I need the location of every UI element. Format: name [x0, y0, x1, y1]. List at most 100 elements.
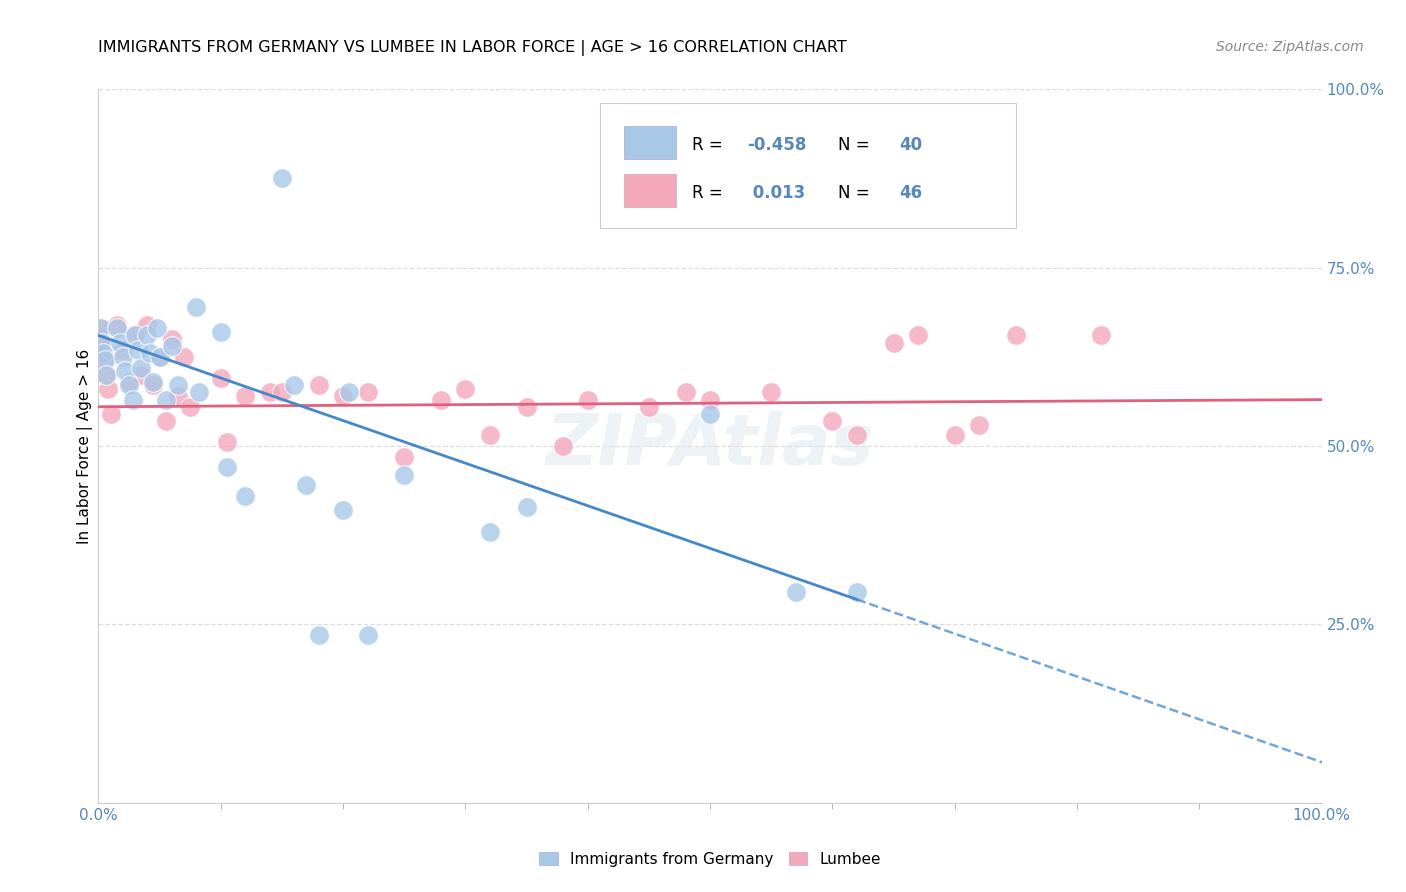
- Point: [100, 407, 122, 421]
- Text: -0.458: -0.458: [747, 136, 806, 153]
- Text: 46: 46: [900, 184, 922, 202]
- Point: [215, 435, 238, 450]
- Point: [1090, 328, 1112, 343]
- Point: [187, 385, 209, 400]
- Point: [967, 417, 990, 432]
- Point: [142, 378, 165, 392]
- Point: [118, 378, 141, 392]
- Point: [356, 385, 378, 400]
- Point: [356, 628, 378, 642]
- Text: N =: N =: [838, 184, 876, 202]
- Point: [907, 328, 929, 343]
- Point: [149, 350, 172, 364]
- Point: [209, 325, 232, 339]
- Point: [129, 368, 152, 382]
- Point: [553, 439, 575, 453]
- Point: [515, 400, 537, 414]
- Point: [337, 385, 360, 400]
- Text: R =: R =: [692, 184, 728, 202]
- Text: ZIPAtlas: ZIPAtlas: [546, 411, 875, 481]
- Text: 0.013: 0.013: [747, 184, 806, 202]
- Point: [173, 350, 195, 364]
- Point: [136, 328, 159, 343]
- Text: R =: R =: [692, 136, 728, 153]
- Point: [90, 321, 112, 335]
- Point: [89, 321, 111, 335]
- Point: [638, 400, 661, 414]
- FancyBboxPatch shape: [624, 174, 676, 207]
- Point: [259, 385, 281, 400]
- Legend: Immigrants from Germany, Lumbee: Immigrants from Germany, Lumbee: [540, 852, 880, 866]
- Point: [478, 428, 501, 442]
- Point: [111, 350, 134, 364]
- Point: [308, 378, 330, 392]
- Point: [478, 524, 501, 539]
- Point: [129, 360, 152, 375]
- Point: [392, 467, 416, 482]
- Point: [675, 385, 697, 400]
- Point: [515, 500, 537, 514]
- Point: [91, 335, 114, 350]
- Point: [186, 300, 208, 314]
- Point: [91, 335, 114, 350]
- Point: [136, 318, 159, 332]
- Point: [111, 343, 134, 357]
- Point: [785, 585, 807, 599]
- Point: [883, 335, 905, 350]
- Point: [332, 389, 354, 403]
- Point: [233, 489, 256, 503]
- Text: 40: 40: [900, 136, 922, 153]
- Point: [124, 328, 146, 343]
- Point: [270, 171, 294, 186]
- Point: [430, 392, 453, 407]
- Point: [124, 328, 146, 343]
- Point: [761, 385, 783, 400]
- Y-axis label: In Labor Force | Age > 16: In Labor Force | Age > 16: [77, 349, 93, 543]
- Point: [454, 382, 477, 396]
- Text: Source: ZipAtlas.com: Source: ZipAtlas.com: [1216, 40, 1364, 54]
- Point: [943, 428, 966, 442]
- Point: [91, 346, 114, 360]
- Point: [215, 460, 238, 475]
- Point: [209, 371, 232, 385]
- FancyBboxPatch shape: [600, 103, 1015, 228]
- Point: [146, 321, 169, 335]
- Point: [127, 343, 149, 357]
- Point: [105, 321, 128, 335]
- Text: IMMIGRANTS FROM GERMANY VS LUMBEE IN LABOR FORCE | AGE > 16 CORRELATION CHART: IMMIGRANTS FROM GERMANY VS LUMBEE IN LAB…: [98, 40, 848, 56]
- Point: [97, 382, 120, 396]
- Point: [845, 428, 868, 442]
- Text: N =: N =: [838, 136, 876, 153]
- Point: [142, 375, 165, 389]
- Point: [233, 389, 256, 403]
- Point: [392, 450, 416, 464]
- Point: [105, 318, 128, 332]
- Point: [94, 368, 117, 382]
- Point: [308, 628, 330, 642]
- Point: [149, 350, 172, 364]
- Point: [121, 392, 143, 407]
- Point: [699, 392, 721, 407]
- Point: [332, 503, 354, 517]
- Point: [167, 378, 190, 392]
- Point: [93, 353, 115, 368]
- Point: [179, 400, 201, 414]
- Point: [155, 392, 177, 407]
- Point: [821, 414, 844, 428]
- Point: [160, 332, 183, 346]
- Point: [167, 389, 190, 403]
- Point: [1004, 328, 1026, 343]
- Point: [160, 339, 183, 353]
- Point: [118, 375, 141, 389]
- Point: [96, 368, 118, 382]
- Point: [295, 478, 318, 492]
- Point: [155, 414, 177, 428]
- Point: [576, 392, 599, 407]
- FancyBboxPatch shape: [624, 127, 676, 159]
- Point: [270, 385, 294, 400]
- Point: [110, 335, 132, 350]
- Point: [114, 364, 136, 378]
- Point: [845, 585, 868, 599]
- Point: [699, 407, 721, 421]
- Point: [139, 346, 162, 360]
